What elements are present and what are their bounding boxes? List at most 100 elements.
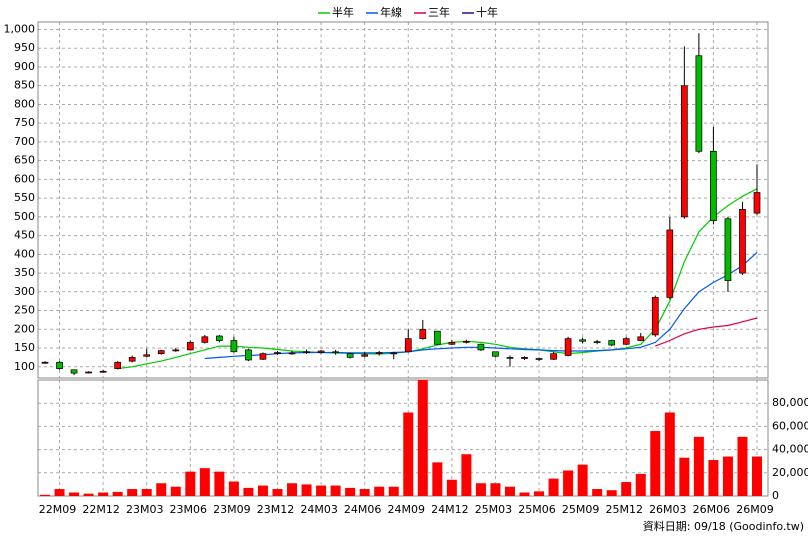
candle-body xyxy=(622,338,630,345)
candle-body xyxy=(739,209,746,274)
volume-bar xyxy=(519,492,530,496)
volume-bar xyxy=(127,489,138,496)
candle-body xyxy=(521,357,528,359)
volume-bar xyxy=(664,412,675,496)
y-tick-label: 1,000 xyxy=(4,22,36,35)
y-tick-label: 750 xyxy=(14,116,35,129)
plot-border xyxy=(37,379,769,497)
legend-label: 三年 xyxy=(428,5,450,19)
volume-bar xyxy=(388,486,399,496)
x-tick-label: 24M09 xyxy=(388,503,426,516)
y-tick-label: 60,000 xyxy=(772,419,808,432)
candle-body xyxy=(579,339,586,342)
volume-bar xyxy=(156,483,167,496)
candle-body xyxy=(157,350,165,354)
volume-bar xyxy=(606,490,617,496)
volume-bar xyxy=(577,464,588,496)
x-tick-label: 22M12 xyxy=(82,503,120,516)
y-tick-label: 0 xyxy=(772,489,779,502)
x-tick-label: 23M03 xyxy=(126,503,164,516)
x-tick-label: 25M03 xyxy=(475,503,513,516)
volume-bar xyxy=(650,431,661,496)
candle-body xyxy=(230,340,238,353)
candle-body xyxy=(245,349,252,361)
y-tick-label: 950 xyxy=(14,41,35,54)
volume-bar xyxy=(403,412,414,496)
legend-label: 十年 xyxy=(476,5,498,19)
volume-bar xyxy=(83,493,94,496)
x-tick-label: 23M09 xyxy=(213,503,251,516)
candle-body xyxy=(128,357,136,362)
candle-body xyxy=(550,353,557,360)
plot-border xyxy=(37,21,769,379)
volume-bar xyxy=(737,436,748,496)
candle-body xyxy=(346,353,354,358)
candle-body xyxy=(637,336,645,341)
volume-bar xyxy=(359,489,370,496)
volume-bar xyxy=(170,486,181,496)
volume-bar xyxy=(185,471,196,496)
y-tick-label: 450 xyxy=(14,229,35,242)
volume-bar xyxy=(475,483,486,496)
x-tick-label: 24M12 xyxy=(431,503,469,516)
legend-label: 年線 xyxy=(380,5,402,19)
volume-bar xyxy=(54,489,65,496)
volume-bar xyxy=(301,484,312,496)
volume-bar xyxy=(679,457,690,496)
x-tick-label: 23M12 xyxy=(257,503,295,516)
volume-bar xyxy=(752,456,762,496)
candle-body xyxy=(463,340,470,343)
candle-body xyxy=(85,371,92,374)
x-tick-label: 26M03 xyxy=(649,503,687,516)
y-tick-label: 40,000 xyxy=(772,443,808,456)
candle-body xyxy=(172,349,180,352)
volume-bar xyxy=(272,489,283,496)
candle-body xyxy=(274,352,281,354)
y-tick-label: 900 xyxy=(14,60,35,73)
candle-body xyxy=(680,85,688,218)
candle-body xyxy=(506,357,514,359)
volume-bar xyxy=(112,491,123,496)
volume-bar xyxy=(330,485,341,496)
candle-body xyxy=(216,335,223,341)
volume-bar xyxy=(708,460,719,496)
volume-bar xyxy=(287,483,298,496)
candle-body xyxy=(70,369,78,374)
y-tick-label: 300 xyxy=(14,285,35,298)
candle-body xyxy=(608,340,616,346)
candle-body xyxy=(201,336,209,343)
volume-bar xyxy=(345,487,356,496)
y-tick-label: 100 xyxy=(14,360,35,373)
candle-body xyxy=(114,361,122,369)
x-tick-label: 24M06 xyxy=(344,503,382,516)
candle-body xyxy=(56,361,63,369)
y-tick-label: 400 xyxy=(14,247,35,260)
volume-bar xyxy=(257,485,268,496)
volume-bar xyxy=(199,468,210,496)
y-tick-label: 600 xyxy=(14,172,35,185)
volume-bar xyxy=(693,436,704,496)
candle-body xyxy=(390,352,398,355)
y-tick-label: 80,000 xyxy=(772,396,808,409)
volume-bar xyxy=(548,478,559,496)
candle-body xyxy=(143,354,151,357)
candle-body xyxy=(753,192,761,214)
volume-bar xyxy=(98,492,109,496)
x-tick-label: 22M09 xyxy=(39,503,77,516)
volume-bar xyxy=(534,491,545,496)
candle-body xyxy=(317,350,325,353)
candle-body xyxy=(303,351,310,354)
y-tick-label: 500 xyxy=(14,210,35,223)
candle-body xyxy=(695,55,703,152)
candle-body xyxy=(448,342,456,345)
candle-body xyxy=(41,361,49,364)
x-tick-label: 23M06 xyxy=(170,503,208,516)
volume-bar xyxy=(374,486,385,496)
volume-bar xyxy=(722,456,733,496)
x-tick-label: 26M09 xyxy=(736,503,774,516)
volume-bar xyxy=(592,489,603,496)
y-tick-label: 250 xyxy=(14,304,35,317)
volume-bar xyxy=(432,462,443,496)
candle-body xyxy=(332,351,339,354)
